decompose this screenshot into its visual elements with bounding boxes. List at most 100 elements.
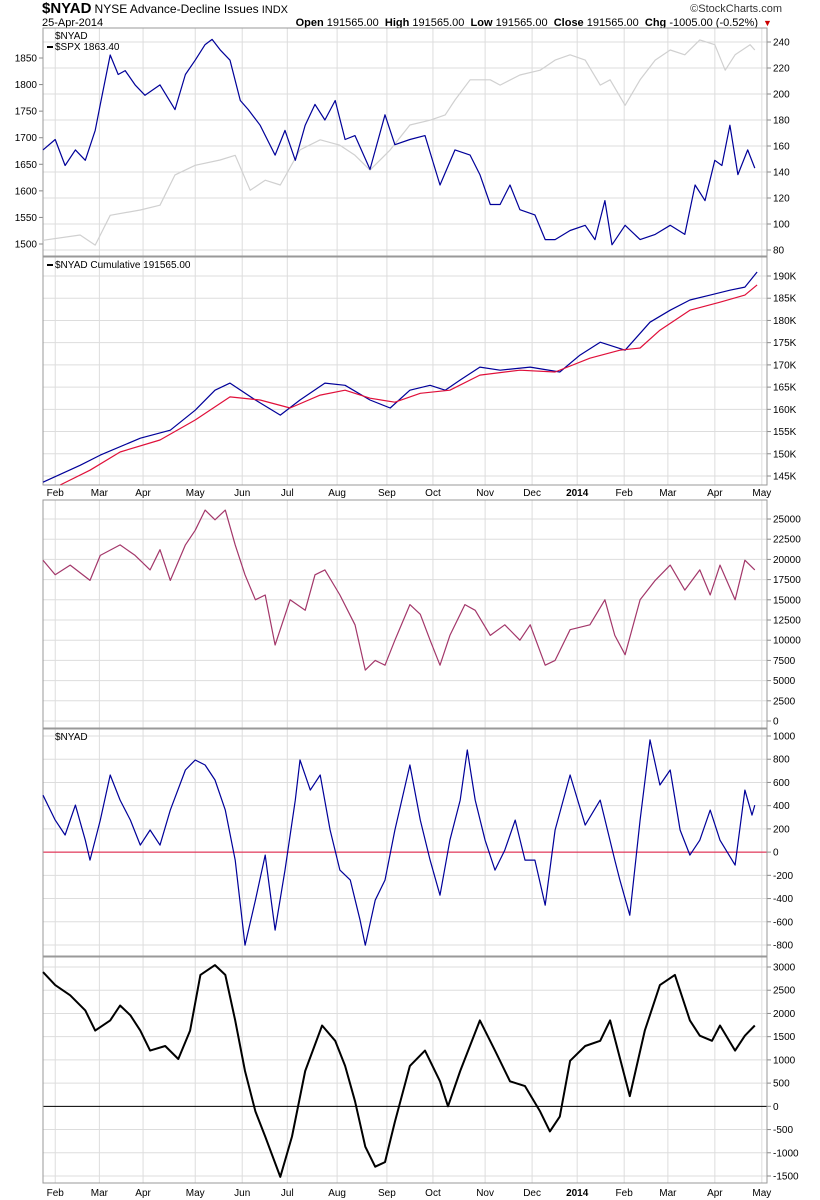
y-tick-label: 185K — [773, 294, 797, 305]
x-tick-label: May — [752, 1188, 771, 1199]
x-tick-label: Feb — [47, 488, 65, 499]
y-tick-label-left: 1850 — [15, 54, 38, 65]
y-tick-label: 400 — [773, 801, 790, 812]
ohlc-readout: Open 191565.00 High 191565.00 Low 191565… — [296, 17, 758, 29]
y-tick-label: 2000 — [773, 1009, 796, 1020]
y-tick-label: 0 — [773, 1102, 779, 1113]
y-tick-label: 20000 — [773, 555, 801, 566]
x-tick-label: Dec — [523, 488, 541, 499]
y-tick-label: 5000 — [773, 676, 796, 687]
legend-label: $NYAD Cumulative 191565.00 — [55, 260, 191, 271]
y-tick-label: 1000 — [773, 732, 796, 743]
legend-label: $SPX 1863.40 — [55, 42, 120, 53]
y-tick-label: 1000 — [773, 1055, 796, 1066]
y-tick-label: 155K — [773, 427, 797, 438]
y-tick-label: -400 — [773, 894, 793, 905]
series-line--nyad-cumulative — [42, 271, 758, 483]
y-tick-label-left: 1800 — [15, 80, 38, 91]
x-tick-label: Apr — [707, 488, 723, 499]
y-tick-label: 12500 — [773, 616, 801, 627]
series-line-indicator — [42, 509, 756, 671]
y-tick-label: 22500 — [773, 535, 801, 546]
panel-border — [42, 728, 768, 957]
x-tick-label: Jun — [234, 488, 250, 499]
series-line-smoothed — [42, 964, 756, 1178]
y-tick-label: 500 — [773, 1079, 790, 1090]
y-tick-label: 0 — [773, 848, 779, 859]
x-tick-label: Jul — [281, 1188, 294, 1199]
y-tick-label: 100 — [773, 220, 790, 231]
panel-border — [42, 27, 768, 257]
x-tick-label: Nov — [476, 488, 494, 499]
y-tick-label: 150K — [773, 449, 797, 460]
x-tick-label: Oct — [425, 1188, 441, 1199]
close-value: 191565.00 — [586, 17, 639, 29]
y-tick-label: 180 — [773, 116, 790, 127]
brand: ©StockCharts.com — [690, 3, 782, 15]
x-tick-label: Mar — [659, 1188, 677, 1199]
symbol-name: NYSE Advance-Decline Issues — [94, 2, 259, 16]
y-tick-label: 140 — [773, 168, 790, 179]
x-tick-label: May — [186, 488, 205, 499]
y-tick-label-left: 1550 — [15, 213, 38, 224]
x-tick-label: Mar — [659, 488, 677, 499]
panel-price: 80 100 120 140 160 180 200 220 240 1500 1550 1600 16… — [15, 27, 790, 257]
y-tick-label: 170K — [773, 360, 797, 371]
x-tick-label: 2014 — [566, 1188, 589, 1199]
y-tick-label: -500 — [773, 1125, 793, 1136]
y-tick-label: 145K — [773, 472, 797, 483]
y-tick-label: 2500 — [773, 986, 796, 997]
series-line-moving-average — [60, 284, 758, 486]
x-tick-label: Feb — [616, 488, 634, 499]
y-tick-label: 240 — [773, 38, 790, 49]
chart-title: $NYAD NYSE Advance-Decline Issues INDX — [42, 1, 288, 17]
chg-value: -1005.00 (-0.52%) — [669, 17, 758, 29]
y-tick-label: -200 — [773, 871, 793, 882]
x-tick-label: Dec — [523, 1188, 541, 1199]
panel-border — [42, 956, 768, 1184]
x-tick-label: Nov — [476, 1188, 494, 1199]
series-line--nyad — [42, 739, 756, 946]
y-tick-label: 3000 — [773, 963, 796, 974]
x-tick-label: Apr — [135, 1188, 151, 1199]
panel-indicator-1: 0 2500 5000 7500 10000 12500 15000 17500 20000 22… — [42, 499, 801, 729]
legend-swatch — [47, 46, 53, 48]
y-tick-label: 175K — [773, 338, 797, 349]
close-label: Close — [553, 17, 584, 29]
chg-label: Chg — [644, 17, 667, 29]
y-tick-label: 180K — [773, 316, 797, 327]
y-tick-label: 800 — [773, 755, 790, 766]
x-tick-label: Mar — [91, 488, 109, 499]
y-tick-label: 7500 — [773, 656, 796, 667]
y-tick-label: 2500 — [773, 696, 796, 707]
y-tick-label: -1500 — [773, 1172, 799, 1183]
symbol: $NYAD — [42, 0, 92, 17]
y-tick-label-left: 1500 — [15, 240, 38, 251]
x-tick-label: Jul — [281, 488, 294, 499]
x-tick-label: Mar — [91, 1188, 109, 1199]
x-tick-label: 2014 — [566, 488, 589, 499]
x-tick-label: Apr — [707, 1188, 723, 1199]
y-tick-label-left: 1600 — [15, 186, 38, 197]
series-line--nyad — [42, 38, 756, 246]
legend-swatch — [47, 264, 53, 266]
series-line--spx — [42, 39, 756, 246]
y-tick-label: -800 — [773, 941, 793, 952]
x-tick-label: Feb — [616, 1188, 634, 1199]
x-tick-label: Apr — [135, 488, 151, 499]
down-triangle-icon: ▼ — [763, 18, 772, 28]
x-tick-label: Feb — [47, 1188, 65, 1199]
y-tick-label: 120 — [773, 194, 790, 205]
x-tick-label: Oct — [425, 488, 441, 499]
x-tick-label: May — [752, 488, 771, 499]
panel-border — [42, 499, 768, 729]
panel-border — [42, 256, 768, 486]
x-tick-label: Jun — [234, 1188, 250, 1199]
panel-smoothed: -1500 -1000 -500 0 500 1000 1500 2000 2500 3000 — [42, 956, 799, 1184]
legend-label: $NYAD — [55, 31, 88, 42]
y-tick-label-left: 1700 — [15, 133, 38, 144]
y-tick-label: 600 — [773, 778, 790, 789]
y-tick-label-left: 1750 — [15, 107, 38, 118]
x-tick-label: Aug — [328, 488, 346, 499]
y-tick-label: 165K — [773, 383, 797, 394]
